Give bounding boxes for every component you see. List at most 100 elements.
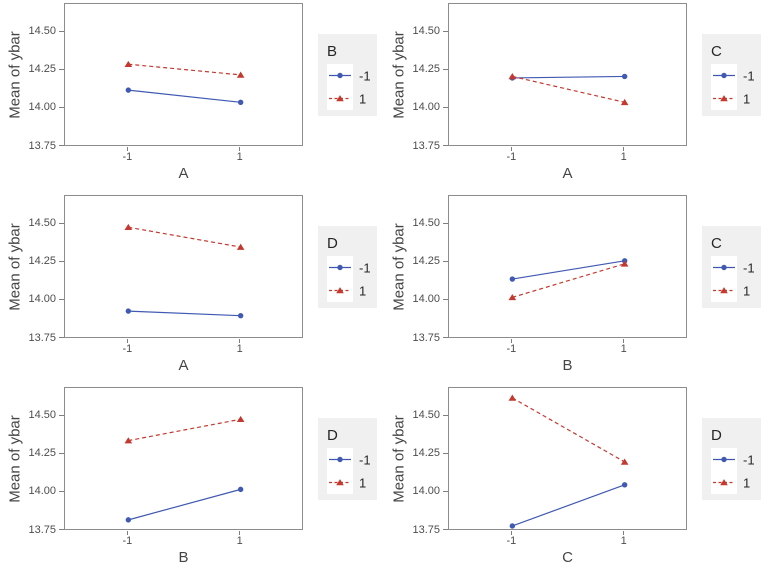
legend-key	[711, 448, 737, 471]
y-tick-label: 14.00	[28, 485, 56, 498]
y-tick-label: 14.25	[28, 63, 56, 76]
x-tick-label: 1	[620, 343, 627, 355]
data-point	[237, 99, 244, 106]
series-canvas	[124, 415, 245, 523]
legend-key-marker	[336, 95, 344, 102]
x-tick-label: 1	[236, 151, 243, 163]
legend-entry-1: 1	[711, 87, 750, 110]
plot-panel	[64, 387, 303, 530]
y-tick-label: 13.75	[28, 523, 56, 536]
y-tick-mark	[443, 106, 448, 108]
legend-title: C	[711, 235, 722, 252]
legend: D -1 1	[318, 418, 377, 500]
y-tick-mark	[59, 222, 64, 224]
data-point	[236, 415, 245, 423]
y-tick-label: 14.50	[412, 409, 440, 422]
x-tick-label: -1	[506, 151, 517, 163]
y-tick-mark	[59, 68, 64, 70]
data-point	[508, 73, 517, 80]
data-point	[620, 458, 629, 465]
x-tick-mark	[239, 531, 241, 535]
x-tick-mark	[623, 531, 625, 535]
legend-label: -1	[359, 452, 371, 467]
y-tick-label: 14.50	[28, 25, 56, 38]
legend-entry--1: -1	[327, 448, 371, 471]
x-axis-title: B	[562, 357, 573, 374]
legend-label: 1	[359, 91, 367, 106]
plot-panel	[448, 195, 687, 338]
x-axis-title: A	[562, 165, 573, 182]
legend-key	[327, 256, 353, 279]
series-canvas	[508, 394, 629, 529]
legend-key-marker	[720, 95, 728, 102]
legend-key-marker	[336, 479, 344, 486]
legend-key-marker	[337, 456, 343, 463]
legend-key-marker	[720, 479, 728, 486]
y-tick-mark	[59, 490, 64, 492]
x-tick-label: -1	[506, 343, 517, 355]
legend: B -1 1	[318, 34, 377, 116]
legend-key	[327, 279, 353, 302]
legend-title: D	[327, 235, 338, 252]
x-tick-mark	[126, 147, 128, 151]
y-tick-mark	[443, 260, 448, 262]
data-point	[509, 276, 516, 282]
legend-keys: -1 1	[327, 64, 371, 110]
y-tick-mark	[443, 452, 448, 454]
y-tick-mark	[443, 30, 448, 32]
x-tick-label: -1	[122, 151, 133, 163]
legend-key-marker	[720, 287, 728, 294]
series-line--1	[512, 75, 625, 79]
legend-key	[327, 64, 353, 87]
y-tick-label: 14.50	[28, 217, 56, 230]
legend-keys: -1 1	[711, 256, 755, 302]
data-point	[620, 260, 629, 267]
legend-entry-1: 1	[711, 471, 750, 494]
plot-panel	[448, 387, 687, 530]
y-tick-label: 14.00	[28, 293, 56, 306]
x-tick-mark	[126, 339, 128, 343]
legend-key-marker	[336, 287, 344, 294]
legend: D -1 1	[702, 418, 761, 500]
legend-keys: -1 1	[711, 448, 755, 494]
y-tick-label: 14.50	[412, 217, 440, 230]
legend-entry-1: 1	[327, 87, 366, 110]
legend-entry-1: 1	[711, 279, 750, 302]
legend-label: -1	[743, 452, 755, 467]
legend-label: -1	[359, 260, 371, 275]
data-point	[125, 308, 132, 314]
series-line--1	[128, 89, 241, 103]
x-tick-mark	[239, 339, 241, 343]
y-tick-mark	[443, 529, 448, 531]
subplot-5: Mean of ybar B D -1 1 13.75 14.00 14.25 14.5…	[0, 384, 384, 576]
legend-key	[327, 471, 353, 494]
y-tick-label: 14.25	[28, 447, 56, 460]
y-tick-label: 13.75	[412, 523, 440, 536]
y-tick-label: 14.50	[412, 25, 440, 38]
subplot-4: Mean of ybar B C -1 1 13.75 14.00 14.25 14.5…	[384, 192, 768, 384]
series-canvas	[508, 258, 629, 301]
data-point	[237, 312, 244, 319]
data-point	[124, 60, 133, 68]
y-tick-label: 14.00	[412, 101, 440, 114]
x-tick-mark	[126, 531, 128, 535]
x-tick-mark	[239, 147, 241, 151]
y-tick-mark	[443, 298, 448, 300]
series-line-1	[128, 226, 241, 248]
x-tick-label: -1	[122, 535, 133, 547]
data-point	[237, 486, 244, 493]
data-point	[124, 223, 133, 231]
subplot-3: Mean of ybar A D -1 1 13.75 14.00 14.25 14.5…	[0, 192, 384, 384]
y-tick-label: 14.50	[28, 409, 56, 422]
x-tick-label: -1	[506, 535, 517, 547]
series-line--1	[512, 260, 625, 280]
x-tick-mark	[510, 531, 512, 535]
data-point	[508, 293, 517, 301]
legend-key-marker	[337, 264, 343, 271]
y-tick-mark	[443, 222, 448, 224]
legend-title: C	[711, 43, 722, 60]
legend-entry--1: -1	[327, 64, 371, 87]
legend-key-marker	[721, 264, 727, 271]
x-tick-label: 1	[620, 535, 627, 547]
